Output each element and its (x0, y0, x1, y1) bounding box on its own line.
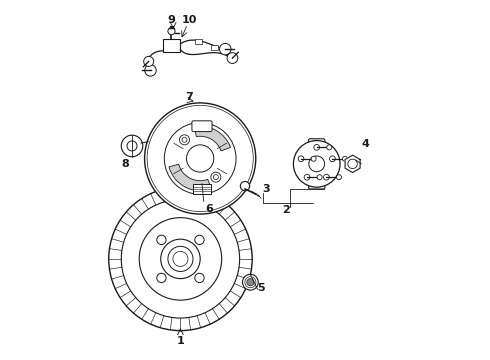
Text: 8: 8 (121, 159, 129, 169)
Circle shape (195, 235, 204, 244)
Circle shape (240, 181, 250, 191)
Circle shape (311, 156, 316, 161)
Circle shape (157, 273, 166, 283)
Circle shape (330, 156, 335, 162)
Text: 7: 7 (186, 92, 193, 102)
Circle shape (145, 65, 156, 76)
Circle shape (187, 145, 214, 172)
Circle shape (109, 187, 252, 330)
Polygon shape (345, 155, 360, 172)
Circle shape (304, 174, 310, 180)
Bar (193, 184, 211, 194)
Circle shape (122, 135, 143, 157)
Circle shape (343, 156, 347, 161)
Text: 2: 2 (282, 206, 290, 216)
FancyBboxPatch shape (192, 121, 212, 132)
Text: 3: 3 (263, 184, 270, 194)
Circle shape (243, 274, 258, 290)
Circle shape (195, 273, 204, 283)
Circle shape (247, 279, 254, 286)
Circle shape (298, 156, 304, 162)
Bar (163, 39, 180, 52)
FancyBboxPatch shape (309, 139, 325, 189)
Circle shape (168, 28, 175, 35)
Text: 6: 6 (205, 204, 213, 214)
Circle shape (227, 53, 238, 63)
Circle shape (314, 144, 319, 150)
Circle shape (179, 135, 190, 145)
Circle shape (211, 172, 221, 182)
Circle shape (327, 145, 332, 150)
Text: 1: 1 (176, 336, 184, 346)
Text: 5: 5 (257, 283, 265, 293)
Circle shape (220, 43, 231, 55)
Circle shape (144, 57, 154, 66)
Circle shape (337, 175, 342, 180)
Circle shape (317, 175, 322, 180)
Wedge shape (169, 164, 211, 191)
Bar (211, 45, 218, 50)
Bar (195, 40, 201, 44)
Text: 9: 9 (168, 15, 175, 26)
Text: 10: 10 (182, 15, 197, 26)
Circle shape (294, 140, 340, 187)
Wedge shape (195, 126, 230, 151)
Circle shape (157, 235, 166, 244)
Text: 4: 4 (361, 139, 369, 149)
Circle shape (145, 103, 256, 214)
Circle shape (323, 174, 329, 180)
